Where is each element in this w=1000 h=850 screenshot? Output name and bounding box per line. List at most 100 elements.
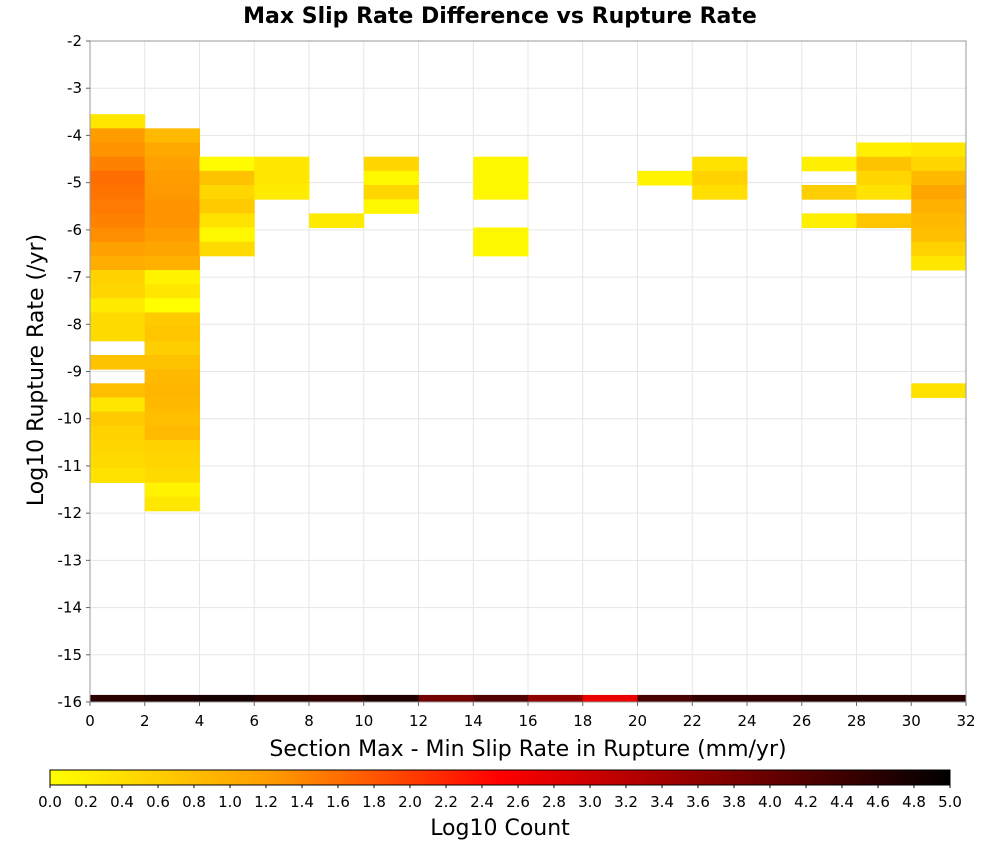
y-tick-label: -8 <box>67 315 82 333</box>
heatmap-cell <box>473 156 529 172</box>
heatmap-cell <box>747 694 803 703</box>
x-axis-label: Section Max - Min Slip Rate in Rupture (… <box>269 737 786 762</box>
y-tick-label: -14 <box>58 599 83 617</box>
heatmap-cell <box>254 185 310 200</box>
heatmap-cell <box>911 241 967 257</box>
heatmap-cell <box>856 142 912 158</box>
heatmap-cell <box>144 298 200 313</box>
heatmap-cell <box>856 213 912 228</box>
heatmap-cell <box>144 454 200 469</box>
heatmap-cell <box>90 397 146 413</box>
heatmap-cell <box>199 694 255 703</box>
heatmap-cell <box>144 227 200 243</box>
heatmap-cell <box>90 298 146 313</box>
heatmap-cell <box>199 185 255 200</box>
heatmap-cell <box>90 383 146 398</box>
colorbar-tick-label: 3.8 <box>722 793 746 811</box>
heatmap-cell <box>90 425 146 441</box>
heatmap-cell <box>199 213 255 228</box>
x-tick-label: 14 <box>464 712 483 730</box>
heatmap-cell <box>309 213 365 228</box>
colorbar-tick-label: 2.6 <box>506 793 530 811</box>
y-tick-label: -5 <box>67 174 82 192</box>
y-axis-label: Log10 Rupture Rate (/yr) <box>24 234 49 506</box>
colorbar-tick-label: 0.0 <box>38 793 62 811</box>
heatmap-cell <box>144 213 200 228</box>
colorbar-tick-label: 4.2 <box>794 793 818 811</box>
heatmap-cell <box>199 170 255 186</box>
colorbar-tick-label: 1.0 <box>218 793 242 811</box>
heatmap-cell <box>90 114 146 129</box>
x-tick-label: 0 <box>85 712 95 730</box>
heatmap-cell <box>90 170 146 186</box>
heatmap-cell <box>363 156 419 172</box>
y-tick-label: -10 <box>58 410 83 428</box>
heatmap-cell <box>90 694 146 703</box>
colorbar-tick-label: 0.4 <box>110 793 134 811</box>
heatmap-cell <box>144 694 200 703</box>
colorbar-tick-label: 0.8 <box>182 793 206 811</box>
heatmap-cell <box>144 425 200 441</box>
y-tick-label: -15 <box>58 646 83 664</box>
heatmap-cell <box>144 354 200 370</box>
colorbar-rect <box>49 769 951 786</box>
colorbar-tick-label: 3.4 <box>650 793 674 811</box>
heatmap-cell <box>254 694 310 703</box>
heatmap-cell <box>90 128 146 144</box>
colorbar-tick-label: 1.6 <box>326 793 350 811</box>
plot-area <box>89 40 967 703</box>
heatmap-cell <box>144 411 200 427</box>
heatmap-cell <box>692 694 748 703</box>
colorbar-tick-label: 2.2 <box>434 793 458 811</box>
x-tick-label: 12 <box>409 712 428 730</box>
heatmap-cell <box>90 199 146 214</box>
heatmap-cell <box>90 185 146 200</box>
grid-lines <box>90 41 966 702</box>
heatmap-cell <box>856 156 912 172</box>
heatmap-cell <box>911 156 967 172</box>
y-tick-label: -16 <box>58 693 83 711</box>
heatmap-cell <box>90 354 146 370</box>
heatmap-cell <box>473 170 529 186</box>
x-tick-label: 26 <box>792 712 811 730</box>
heatmap-cell <box>144 185 200 200</box>
x-tick-label: 10 <box>354 712 373 730</box>
heatmap-cell <box>90 156 146 172</box>
x-tick-label: 22 <box>683 712 702 730</box>
colorbar-tick-label: 2.0 <box>398 793 422 811</box>
heatmap-cell <box>90 284 146 299</box>
x-axis-ticks: 0 2 4 6 8 10 12 14 16 18 20 22 24 26 28 30 32 <box>85 702 976 730</box>
heatmap-cell <box>90 411 146 427</box>
heatmap-cell <box>911 142 967 158</box>
heatmap-cell <box>911 213 967 228</box>
colorbar-tick-label: 2.8 <box>542 793 566 811</box>
colorbar-tick-label: 3.2 <box>614 793 638 811</box>
heatmap-cell <box>199 156 255 172</box>
y-tick-label: -6 <box>67 221 82 239</box>
heatmap-cell <box>144 170 200 186</box>
heatmap-cell <box>856 694 912 703</box>
x-tick-label: 30 <box>902 712 921 730</box>
heatmap-cell <box>90 312 146 328</box>
heatmap-cell <box>144 340 200 356</box>
heatmap-cell <box>90 326 146 342</box>
x-tick-label: 2 <box>140 712 150 730</box>
heatmap-cell <box>90 269 146 285</box>
colorbar-tick-label: 1.4 <box>290 793 314 811</box>
heatmap-cell <box>144 156 200 172</box>
heatmap-cell <box>911 227 967 243</box>
x-tick-label: 24 <box>737 712 756 730</box>
heatmap-cell <box>144 397 200 413</box>
heatmap-cell <box>199 199 255 214</box>
y-tick-label: -9 <box>67 363 82 381</box>
heatmap-cell <box>363 694 419 703</box>
heatmap-cell <box>144 255 200 271</box>
heatmap-cell <box>363 185 419 200</box>
heatmap-cell <box>801 185 857 200</box>
x-tick-label: 32 <box>956 712 975 730</box>
heatmap-cell <box>363 170 419 186</box>
x-tick-label: 28 <box>847 712 866 730</box>
colorbar-tick-label: 2.4 <box>470 793 494 811</box>
heatmap-cell <box>911 199 967 214</box>
colorbar-tick-label: 3.0 <box>578 793 602 811</box>
